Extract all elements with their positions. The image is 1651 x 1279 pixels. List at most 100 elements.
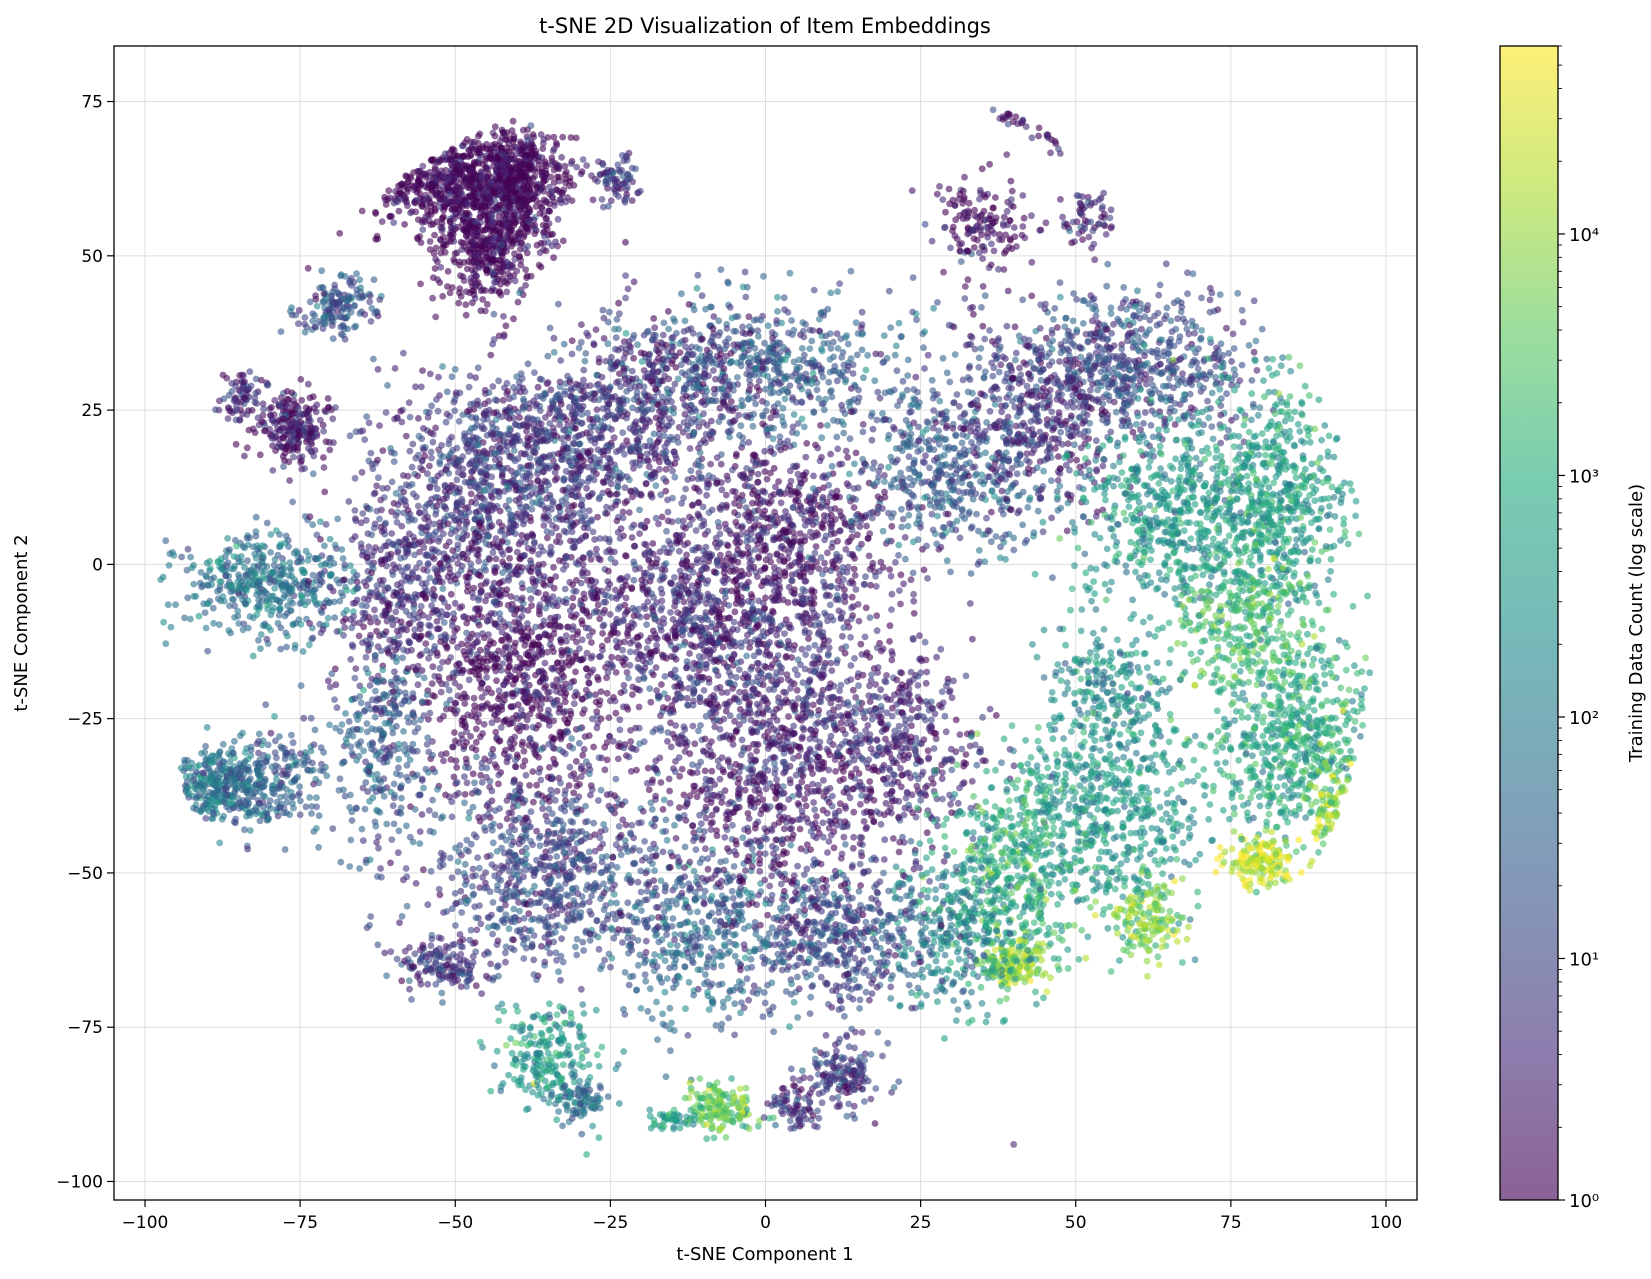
scatter-point: [547, 325, 554, 332]
scatter-point: [235, 387, 242, 394]
scatter-point: [458, 246, 465, 253]
scatter-point: [472, 252, 479, 259]
scatter-point: [497, 235, 504, 242]
scatter-point: [296, 783, 303, 790]
scatter-point: [236, 372, 243, 379]
scatter-point: [587, 429, 594, 436]
scatter-point: [591, 423, 598, 430]
scatter-point: [520, 473, 527, 480]
scatter-point: [287, 589, 294, 596]
scatter-point: [510, 315, 517, 322]
scatter-point: [449, 547, 456, 554]
scatter-point: [212, 406, 219, 413]
scatter-point: [231, 738, 238, 745]
scatter-point: [585, 464, 592, 471]
scatter-point: [457, 390, 464, 397]
scatter-point: [483, 540, 490, 547]
scatter-point: [590, 744, 597, 751]
scatter-point: [345, 498, 352, 505]
scatter-point: [432, 164, 439, 171]
scatter-point: [305, 381, 312, 388]
scatter-point: [427, 246, 434, 253]
scatter-point: [255, 637, 262, 644]
scatter-point: [572, 411, 579, 418]
scatter-point: [247, 569, 254, 576]
scatter-point: [272, 762, 279, 769]
scatter-point: [471, 695, 478, 702]
scatter-point: [548, 386, 555, 393]
scatter-point: [184, 778, 191, 785]
scatter-point: [336, 298, 343, 305]
scatter-point: [491, 188, 498, 195]
scatter-point: [431, 232, 438, 239]
scatter-point: [289, 749, 296, 756]
scatter-point: [531, 484, 538, 491]
scatter-point: [499, 151, 506, 158]
scatter-point: [525, 228, 532, 235]
scatter-point: [583, 162, 590, 169]
scatter-point: [288, 573, 295, 580]
scatter-point: [512, 458, 519, 465]
scatter-point: [231, 397, 238, 404]
scatter-point: [230, 596, 237, 603]
scatter-point: [304, 590, 311, 597]
scatter-point: [567, 538, 574, 545]
scatter-point: [582, 733, 589, 740]
scatter-point: [326, 562, 333, 569]
scatter-point: [620, 173, 627, 180]
scatter-point: [289, 499, 296, 506]
scatter-point: [497, 437, 504, 444]
scatter-point: [320, 422, 327, 429]
scatter-point: [327, 536, 334, 543]
scatter-point: [379, 447, 386, 454]
scatter-point: [541, 522, 548, 529]
scatter-point: [162, 537, 169, 544]
scatter-point: [499, 472, 506, 479]
scatter-point: [303, 548, 310, 555]
scatter-point: [191, 593, 198, 600]
scatter-point: [546, 207, 553, 214]
scatter-point: [359, 208, 366, 215]
scatter-point: [374, 233, 381, 240]
scatter-point: [321, 542, 328, 549]
scatter-point: [630, 465, 637, 472]
scatter-point: [503, 289, 510, 296]
scatter-point: [569, 337, 576, 344]
scatter-point: [422, 170, 429, 177]
scatter-point: [246, 368, 253, 375]
scatter-point: [435, 473, 442, 480]
scatter-point: [392, 365, 399, 372]
scatter-point: [561, 441, 568, 448]
scatter-point: [394, 198, 401, 205]
scatter-point: [478, 307, 485, 314]
scatter-point: [197, 808, 204, 815]
scatter-point: [276, 612, 283, 619]
scatter-point: [414, 234, 421, 241]
scatter-point: [213, 777, 220, 784]
scatter-point: [536, 262, 543, 269]
scatter-point: [511, 250, 518, 257]
scatter-point: [205, 582, 212, 589]
scatter-point: [344, 587, 351, 594]
scatter-point: [368, 531, 375, 538]
scatter-point: [530, 799, 537, 806]
scatter-point: [464, 184, 471, 191]
scatter-point: [216, 621, 223, 628]
scatter-point: [226, 546, 233, 553]
scatter-point: [264, 606, 271, 613]
scatter-point: [528, 273, 535, 280]
scatter-point: [261, 782, 268, 789]
scatter-point: [419, 367, 426, 374]
scatter-point: [599, 196, 606, 203]
scatter-point: [467, 401, 474, 408]
scatter-point: [420, 447, 427, 454]
scatter-point: [506, 140, 513, 147]
scatter-point: [460, 153, 467, 160]
scatter-point: [452, 576, 459, 583]
scatter-point: [499, 241, 506, 248]
scatter-point: [448, 434, 455, 441]
scatter-point: [552, 238, 559, 245]
scatter-point: [273, 776, 280, 783]
scatter-point: [239, 764, 246, 771]
scatter-point: [425, 197, 432, 204]
